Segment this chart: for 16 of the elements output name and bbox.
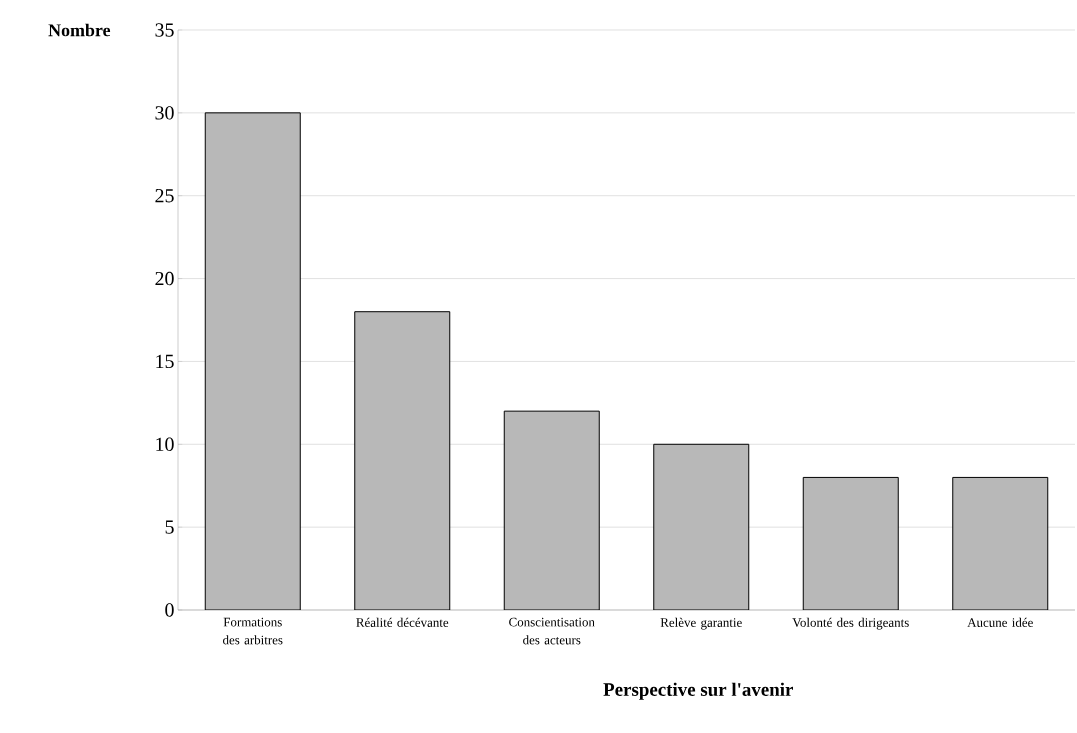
y-tick-label: 25	[155, 189, 174, 203]
x-tick-label: Formations des arbitres	[223, 617, 283, 645]
y-tick-label: 20	[155, 271, 174, 286]
x-tick-label: Relève garantie	[660, 617, 742, 630]
y-tick-label: 10	[156, 437, 174, 451]
y-axis-title: Nombre	[48, 23, 111, 37]
y-tick-label: 15	[156, 354, 174, 369]
x-tick-label: Réalité décévante	[356, 617, 449, 627]
y-tick-label: 5	[165, 520, 174, 534]
y-tick-label: 0	[165, 603, 174, 617]
x-axis-title: Perspective sur l'avenir	[603, 682, 793, 700]
x-tick-label: Aucune idée	[967, 617, 1033, 627]
x-tick-label: Conscientisation des acteurs	[509, 617, 595, 645]
x-tick-label: Volonté des dirigeants	[792, 617, 909, 630]
y-tick-label: 35	[155, 23, 174, 37]
y-tick-label: 30	[155, 106, 174, 120]
